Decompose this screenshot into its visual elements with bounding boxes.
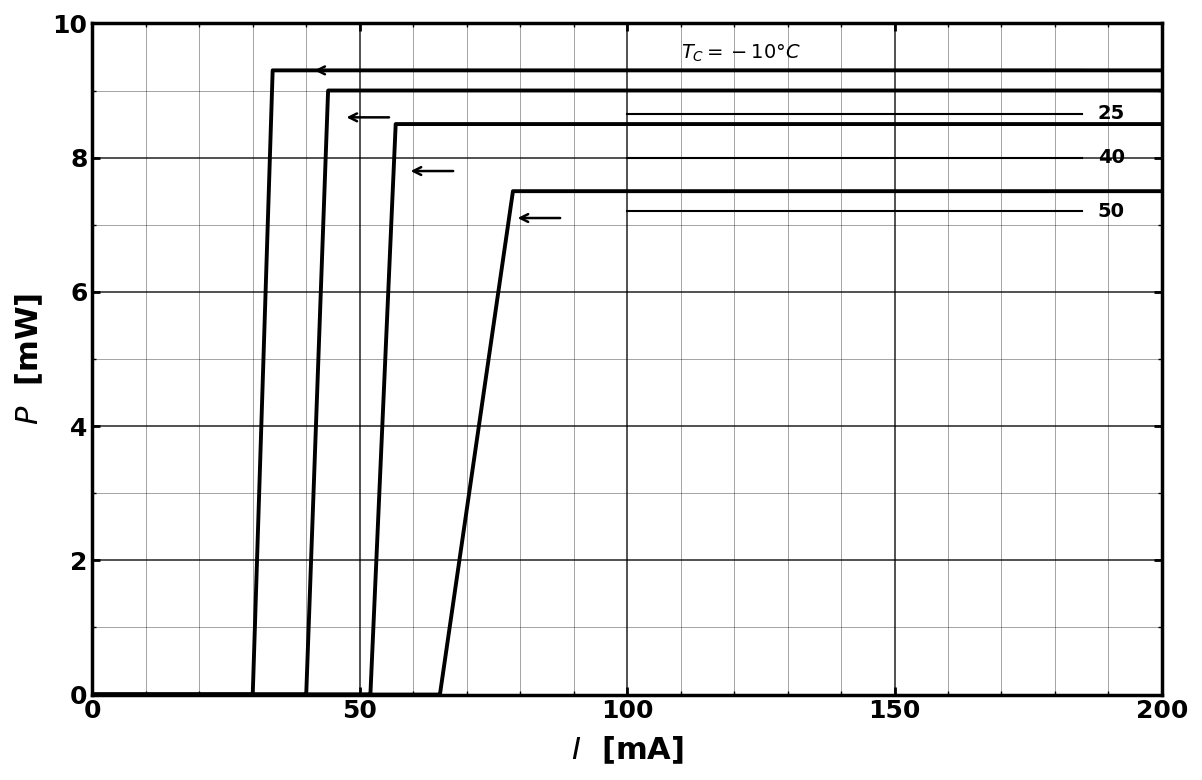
X-axis label: $\mathit{I}$  [mA]: $\mathit{I}$ [mA] — [571, 735, 684, 766]
Text: 25: 25 — [1097, 105, 1125, 123]
Y-axis label: $\mathit{P}$  [mW]: $\mathit{P}$ [mW] — [14, 292, 46, 425]
Text: $T_C = -10°C$: $T_C = -10°C$ — [680, 43, 801, 64]
Text: 50: 50 — [1097, 202, 1125, 221]
Text: 40: 40 — [1097, 148, 1125, 167]
